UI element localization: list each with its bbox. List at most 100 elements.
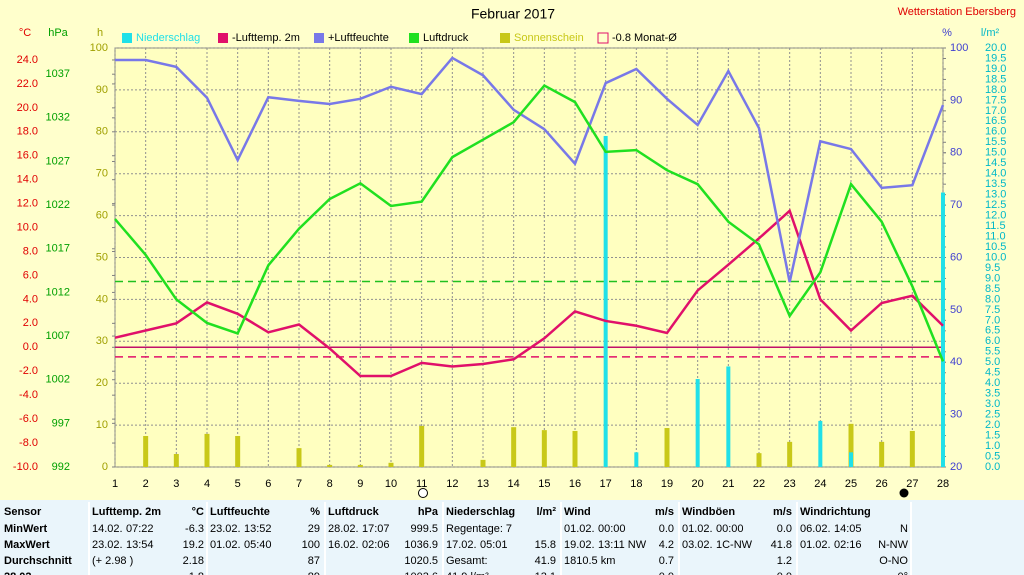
table-cell: 0.0 [777,571,792,575]
bar [204,433,210,467]
y-tick-label: 16.5 [985,115,1006,127]
legend-swatch [597,32,609,44]
y-tick-label: 13.0 [985,189,1006,201]
bar [572,430,578,467]
y-tick-label: 5.5 [985,346,1000,358]
table-cell: 41.8 [771,539,792,551]
y-tick-label: 60 [950,251,962,263]
x-tick-label: 15 [538,478,550,490]
y-tick-label: 80 [950,147,962,159]
line-series [114,208,944,378]
legend-label: -0.8 Monat-Ø [612,32,677,44]
table-cell: Windböen [682,506,735,518]
x-tick-label: 10 [385,478,397,490]
y-tick-label: -2.0 [19,365,38,377]
bar [388,462,394,467]
x-tick-label: 25 [845,478,857,490]
table-cell: (+ 2.98 ) [92,555,133,567]
table-cell: Durchschnitt [4,555,72,567]
axis-unit: °C [19,27,31,39]
y-tick-label: 8.0 [985,293,1000,305]
table-cell: 89 [308,571,320,575]
table-cell: 05:01 [480,539,508,551]
y-tick-label: 992 [52,461,70,473]
table-cell: 0° [897,571,908,575]
x-tick-label: 9 [357,478,363,490]
axis-unit: h [97,27,103,39]
table-cell: 13:54 [126,539,154,551]
table-cell: 29 [308,523,320,535]
table-cell: N [900,523,908,535]
axis-unit: % [942,27,952,39]
y-tick-label: 30 [96,335,108,347]
y-tick-label: -10.0 [13,461,38,473]
bar [726,366,731,467]
table-cell: 14:05 [834,523,862,535]
table-cell: 17:07 [362,523,390,535]
y-tick-label: 100 [90,42,108,54]
y-tick-label: 12.0 [17,198,38,210]
chart-title: Februar 2017 [471,6,555,22]
y-tick-label: 6.0 [985,335,1000,347]
bar [909,430,915,467]
table-cell: 28.02. [328,523,359,535]
table-cell: 14.02. [92,523,123,535]
y-tick-label: 80 [96,126,108,138]
y-tick-label: 10.0 [985,251,1006,263]
y-tick-label: 40 [96,293,108,305]
table-cell: 13:52 [244,523,272,535]
table-cell: 41.9 l/m² [446,571,489,575]
table-cell: MaxWert [4,539,50,551]
y-tick-label: 50 [950,304,962,316]
x-tick-label: 19 [661,478,673,490]
y-tick-label: 90 [950,94,962,106]
legend-label: Niederschlag [136,32,200,44]
table-cell: 17.02. [446,539,477,551]
table-cell: Windrichtung [800,506,871,518]
table-cell: 23.02. [210,523,241,535]
y-tick-label: 14.0 [985,168,1006,180]
table-cell: Regentage: 7 [446,523,512,535]
y-tick-label: 4.5 [985,367,1000,379]
y-tick-label: 4.0 [23,293,38,305]
table-cell: 07:22 [126,523,154,535]
bar [849,452,853,467]
table-cell: 4.2 [659,539,674,551]
legend-swatch [500,33,510,43]
y-tick-label: 11.5 [985,220,1006,232]
y-tick-label: 10.5 [985,241,1006,253]
y-tick-label: 1027 [46,155,70,167]
y-tick-label: 90 [96,84,108,96]
y-tick-label: 18.0 [17,126,38,138]
bar [480,459,486,467]
table-cell: 03.02. [682,539,713,551]
y-tick-label: -8.0 [19,437,38,449]
table-cell: Luftdruck [328,506,380,518]
y-tick-label: 18.0 [985,84,1006,96]
station-name: Wetterstation Ebersberg [898,6,1016,18]
legend-label: -Lufttemp. 2m [232,32,300,44]
x-tick-label: 23 [784,478,796,490]
y-tick-label: 20 [950,461,962,473]
y-tick-label: 5.0 [985,356,1000,368]
y-tick-label: 9.0 [985,272,1000,284]
bar [143,435,149,467]
bar [511,427,517,467]
y-tick-label: 50 [96,251,108,263]
table-cell: 1020.5 [404,555,438,567]
y-tick-label: 24.0 [17,54,38,66]
y-tick-label: 6.0 [23,269,38,281]
bar [603,135,608,468]
y-tick-label: -6.0 [19,413,38,425]
y-tick-label: 20.0 [17,102,38,114]
axis-unit: hPa [48,27,68,39]
x-tick-label: 6 [265,478,271,490]
bar [634,452,639,467]
x-tick-label: 4 [204,478,210,490]
y-tick-label: 17.5 [985,94,1006,106]
table-cell: Niederschlag [446,506,515,518]
y-tick-label: 15.0 [985,147,1006,159]
bar [787,441,793,467]
x-tick-label: 26 [876,478,888,490]
legend-label: +Luftfeuchte [328,32,389,44]
